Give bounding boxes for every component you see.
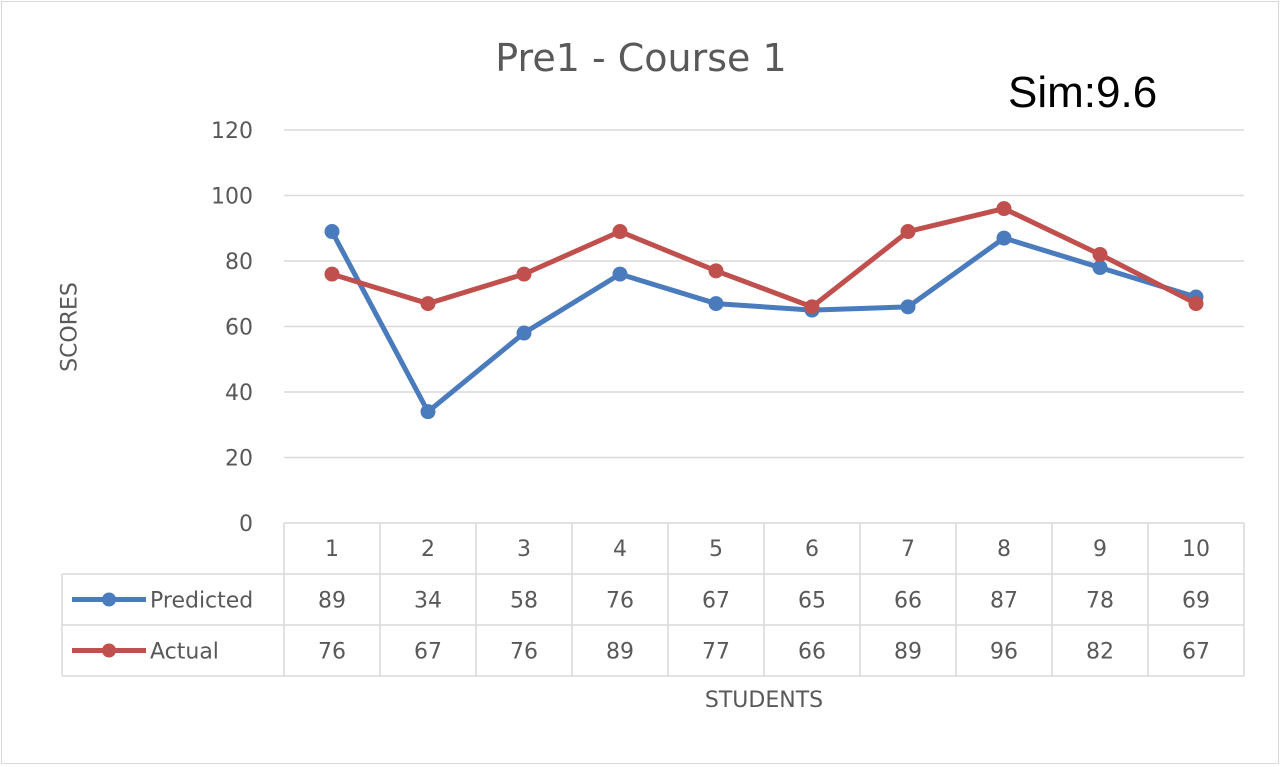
sim-annotation: Sim:9.6 [1008,68,1158,117]
y-tick-label: 40 [225,381,253,406]
table-value: 58 [510,589,538,614]
table-value: 89 [318,589,346,614]
y-tick-label: 100 [211,185,253,210]
legend-label: Predicted [150,589,253,614]
data-point-actual [612,224,628,240]
data-point-predicted [900,299,916,315]
x-tick-label: 5 [709,537,723,562]
x-tick-label: 1 [325,537,339,562]
y-tick-label: 20 [225,447,253,472]
data-point-predicted [612,266,628,282]
table-value: 67 [702,589,730,614]
x-tick-label: 7 [901,537,915,562]
table-value: 69 [1182,589,1210,614]
table-value: 66 [798,640,826,665]
data-point-predicted [708,296,724,312]
legend-marker-predicted [102,592,116,607]
table-value: 87 [990,589,1018,614]
data-point-actual [1092,246,1108,262]
data-point-actual [804,299,820,315]
legend-label: Actual [150,640,219,665]
data-point-predicted [420,404,436,420]
data-point-actual [708,263,724,279]
table-value: 78 [1086,589,1114,614]
x-tick-label: 2 [421,537,435,562]
data-point-predicted [996,230,1012,246]
table-value: 67 [414,640,442,665]
table-value: 96 [990,640,1018,665]
table-value: 65 [798,589,826,614]
x-axis-title: STUDENTS [704,688,824,713]
data-point-predicted [516,325,532,341]
table-value: 77 [702,640,730,665]
x-tick-label: 9 [1093,537,1107,562]
x-tick-label: 6 [805,537,819,562]
data-point-predicted [324,224,340,240]
table-value: 67 [1182,640,1210,665]
data-point-actual [420,296,436,312]
data-point-actual [1188,296,1204,312]
data-point-predicted [1092,260,1108,276]
data-point-actual [516,266,532,282]
table-value: 89 [894,640,922,665]
table-value: 34 [414,589,442,614]
x-tick-label: 3 [517,537,531,562]
table-value: 76 [606,589,634,614]
chart-title: Pre1 - Course 1 [495,36,787,80]
data-point-actual [996,201,1012,217]
x-tick-label: 10 [1182,537,1210,562]
table-value: 76 [318,640,346,665]
table-value: 66 [894,589,922,614]
series-line-actual [331,206,1198,310]
table-value: 82 [1086,640,1114,665]
legend-marker-actual [102,643,116,658]
y-tick-label: 0 [239,512,253,537]
table-value: 89 [606,640,634,665]
data-point-actual [324,266,340,282]
x-tick-label: 4 [613,537,627,562]
y-tick-label: 120 [211,119,253,144]
x-tick-label: 8 [997,537,1011,562]
y-tick-label: 80 [225,250,253,275]
series-line-predicted [329,230,1197,415]
y-tick-label: 60 [225,316,253,341]
table-value: 76 [510,640,538,665]
data-point-actual [900,224,916,240]
